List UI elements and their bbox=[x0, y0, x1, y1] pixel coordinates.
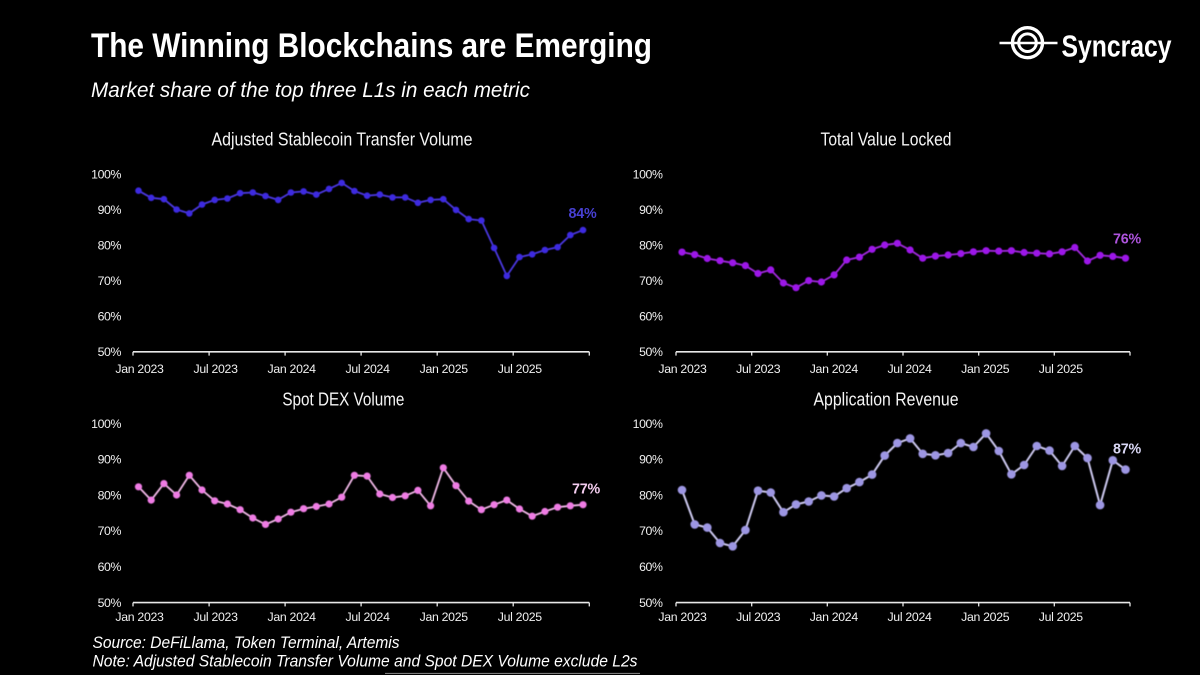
svg-text:70%: 70% bbox=[639, 274, 663, 288]
svg-text:Jan 2025: Jan 2025 bbox=[420, 362, 469, 376]
svg-text:60%: 60% bbox=[98, 560, 122, 574]
svg-text:100%: 100% bbox=[91, 417, 121, 431]
svg-text:50%: 50% bbox=[98, 596, 122, 610]
svg-text:Jul 2024: Jul 2024 bbox=[887, 362, 932, 376]
svg-text:50%: 50% bbox=[639, 596, 663, 610]
svg-text:80%: 80% bbox=[639, 488, 663, 502]
svg-text:The Winning Blockchains are Em: The Winning Blockchains are Emerging bbox=[91, 27, 652, 65]
svg-text:Jan 2023: Jan 2023 bbox=[658, 610, 707, 624]
svg-text:87%: 87% bbox=[1113, 442, 1142, 458]
svg-text:70%: 70% bbox=[98, 274, 122, 288]
svg-text:Jan 2025: Jan 2025 bbox=[961, 610, 1010, 624]
svg-text:80%: 80% bbox=[98, 238, 122, 252]
svg-text:Jan 2024: Jan 2024 bbox=[267, 362, 316, 376]
svg-text:100%: 100% bbox=[633, 417, 663, 431]
svg-text:100%: 100% bbox=[633, 167, 663, 181]
svg-text:Adjusted Stablecoin Transfer V: Adjusted Stablecoin Transfer Volume bbox=[212, 130, 473, 150]
svg-text:50%: 50% bbox=[98, 345, 122, 359]
svg-text:Jan 2023: Jan 2023 bbox=[115, 362, 164, 376]
svg-text:Jan 2024: Jan 2024 bbox=[810, 362, 859, 376]
svg-text:84%: 84% bbox=[568, 206, 597, 222]
svg-text:50%: 50% bbox=[639, 345, 663, 359]
svg-text:Jan 2023: Jan 2023 bbox=[115, 610, 164, 624]
svg-text:Jul 2025: Jul 2025 bbox=[1039, 362, 1084, 376]
svg-text:Market share of the top three: Market share of the top three L1s in eac… bbox=[91, 79, 530, 102]
svg-text:Application Revenue: Application Revenue bbox=[814, 390, 959, 410]
svg-text:80%: 80% bbox=[639, 238, 663, 252]
svg-text:80%: 80% bbox=[98, 488, 122, 502]
svg-text:Jul 2024: Jul 2024 bbox=[887, 610, 932, 624]
svg-text:Note: Adjusted Stablecoin Tran: Note: Adjusted Stablecoin Transfer Volum… bbox=[93, 653, 638, 671]
svg-text:Jul 2025: Jul 2025 bbox=[498, 610, 543, 624]
svg-text:70%: 70% bbox=[98, 524, 122, 538]
svg-text:90%: 90% bbox=[98, 203, 122, 217]
svg-text:Jan 2024: Jan 2024 bbox=[267, 610, 316, 624]
svg-text:60%: 60% bbox=[639, 309, 663, 323]
svg-text:90%: 90% bbox=[98, 453, 122, 467]
svg-text:Jul 2025: Jul 2025 bbox=[498, 362, 543, 376]
svg-text:Jan 2023: Jan 2023 bbox=[658, 362, 707, 376]
svg-text:Jul 2025: Jul 2025 bbox=[1039, 610, 1084, 624]
svg-text:60%: 60% bbox=[98, 309, 122, 323]
svg-text:Jul 2024: Jul 2024 bbox=[346, 362, 391, 376]
svg-text:Jul 2023: Jul 2023 bbox=[194, 610, 239, 624]
svg-text:100%: 100% bbox=[91, 167, 121, 181]
svg-text:76%: 76% bbox=[1113, 232, 1142, 248]
svg-text:Jul 2023: Jul 2023 bbox=[736, 362, 781, 376]
svg-text:Jan 2024: Jan 2024 bbox=[810, 610, 859, 624]
svg-text:Jul 2024: Jul 2024 bbox=[346, 610, 391, 624]
svg-text:77%: 77% bbox=[572, 482, 601, 498]
svg-text:Syncracy: Syncracy bbox=[1062, 29, 1173, 64]
svg-text:Source: DeFiLlama, Token Termi: Source: DeFiLlama, Token Terminal, Artem… bbox=[93, 634, 400, 652]
svg-text:Jan 2025: Jan 2025 bbox=[961, 362, 1010, 376]
svg-text:Spot DEX Volume: Spot DEX Volume bbox=[282, 390, 404, 410]
svg-text:90%: 90% bbox=[639, 203, 663, 217]
svg-text:Jan 2025: Jan 2025 bbox=[420, 610, 469, 624]
svg-text:Jul 2023: Jul 2023 bbox=[736, 610, 781, 624]
svg-text:Jul 2023: Jul 2023 bbox=[194, 362, 239, 376]
svg-text:60%: 60% bbox=[639, 560, 663, 574]
svg-text:Total Value Locked: Total Value Locked bbox=[821, 130, 952, 150]
svg-text:90%: 90% bbox=[639, 453, 663, 467]
svg-text:70%: 70% bbox=[639, 524, 663, 538]
